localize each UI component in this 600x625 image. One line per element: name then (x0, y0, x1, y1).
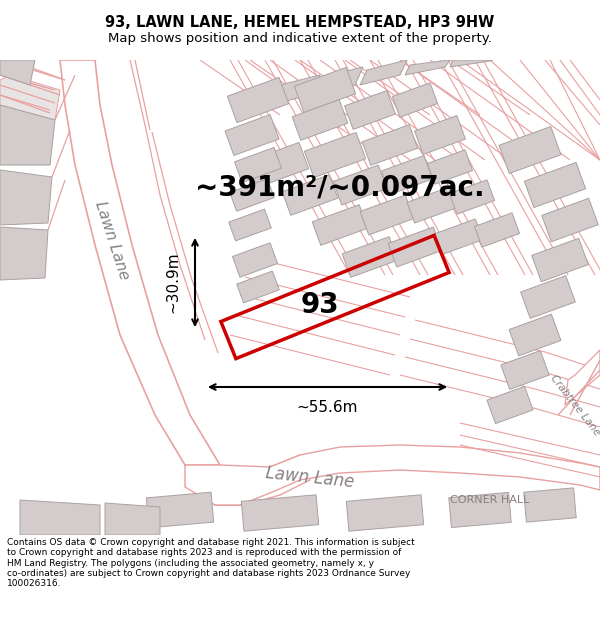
Polygon shape (229, 209, 271, 241)
Polygon shape (532, 238, 588, 282)
Polygon shape (487, 386, 533, 424)
Polygon shape (524, 162, 586, 208)
Text: CORNER HALL: CORNER HALL (451, 495, 530, 505)
Text: Contains OS data © Crown copyright and database right 2021. This information is : Contains OS data © Crown copyright and d… (7, 538, 415, 588)
Polygon shape (241, 495, 319, 531)
Polygon shape (362, 125, 418, 165)
Polygon shape (235, 148, 281, 182)
Polygon shape (0, 75, 60, 120)
Polygon shape (360, 195, 414, 235)
Polygon shape (342, 237, 398, 278)
Polygon shape (230, 179, 274, 211)
Polygon shape (565, 350, 600, 405)
Polygon shape (0, 105, 55, 165)
Text: Crabtree Lane: Crabtree Lane (548, 372, 600, 438)
Text: ~391m²/~0.097ac.: ~391m²/~0.097ac. (195, 173, 485, 201)
Polygon shape (295, 68, 356, 112)
Polygon shape (312, 205, 368, 245)
Polygon shape (247, 142, 308, 188)
Polygon shape (449, 180, 494, 214)
Polygon shape (237, 271, 279, 303)
Polygon shape (521, 276, 575, 318)
Polygon shape (315, 67, 363, 95)
Polygon shape (304, 132, 365, 178)
Text: 93: 93 (301, 291, 340, 319)
Text: Lawn Lane: Lawn Lane (265, 464, 355, 492)
Polygon shape (405, 60, 450, 75)
Polygon shape (392, 83, 437, 117)
Polygon shape (146, 492, 214, 528)
Polygon shape (509, 314, 561, 356)
Polygon shape (407, 187, 457, 223)
Polygon shape (282, 175, 338, 215)
Polygon shape (60, 60, 245, 505)
Polygon shape (105, 503, 160, 535)
Polygon shape (360, 60, 407, 85)
Polygon shape (232, 243, 278, 277)
Polygon shape (415, 116, 466, 154)
Polygon shape (382, 156, 433, 194)
Text: ~30.9m: ~30.9m (166, 252, 181, 313)
Polygon shape (427, 150, 473, 184)
Polygon shape (449, 492, 511, 528)
Polygon shape (292, 100, 348, 140)
Polygon shape (501, 351, 549, 389)
Text: Lawn Lane: Lawn Lane (92, 199, 132, 281)
Polygon shape (225, 114, 279, 156)
Text: 93, LAWN LANE, HEMEL HEMPSTEAD, HP3 9HW: 93, LAWN LANE, HEMEL HEMPSTEAD, HP3 9HW (106, 15, 494, 30)
Text: ~55.6m: ~55.6m (297, 399, 358, 414)
Polygon shape (475, 213, 520, 247)
Polygon shape (185, 445, 600, 505)
Polygon shape (20, 500, 100, 535)
Polygon shape (0, 60, 35, 85)
Polygon shape (542, 198, 598, 242)
Polygon shape (524, 488, 576, 522)
Text: Map shows position and indicative extent of the property.: Map shows position and indicative extent… (108, 32, 492, 45)
Polygon shape (185, 455, 310, 505)
Polygon shape (499, 126, 561, 174)
Polygon shape (0, 170, 52, 225)
Polygon shape (450, 60, 493, 67)
Polygon shape (388, 227, 442, 267)
Polygon shape (333, 165, 387, 205)
Polygon shape (270, 75, 320, 105)
Polygon shape (344, 91, 395, 129)
Polygon shape (433, 219, 483, 255)
Polygon shape (227, 78, 289, 122)
Polygon shape (346, 495, 424, 531)
Polygon shape (0, 227, 48, 280)
